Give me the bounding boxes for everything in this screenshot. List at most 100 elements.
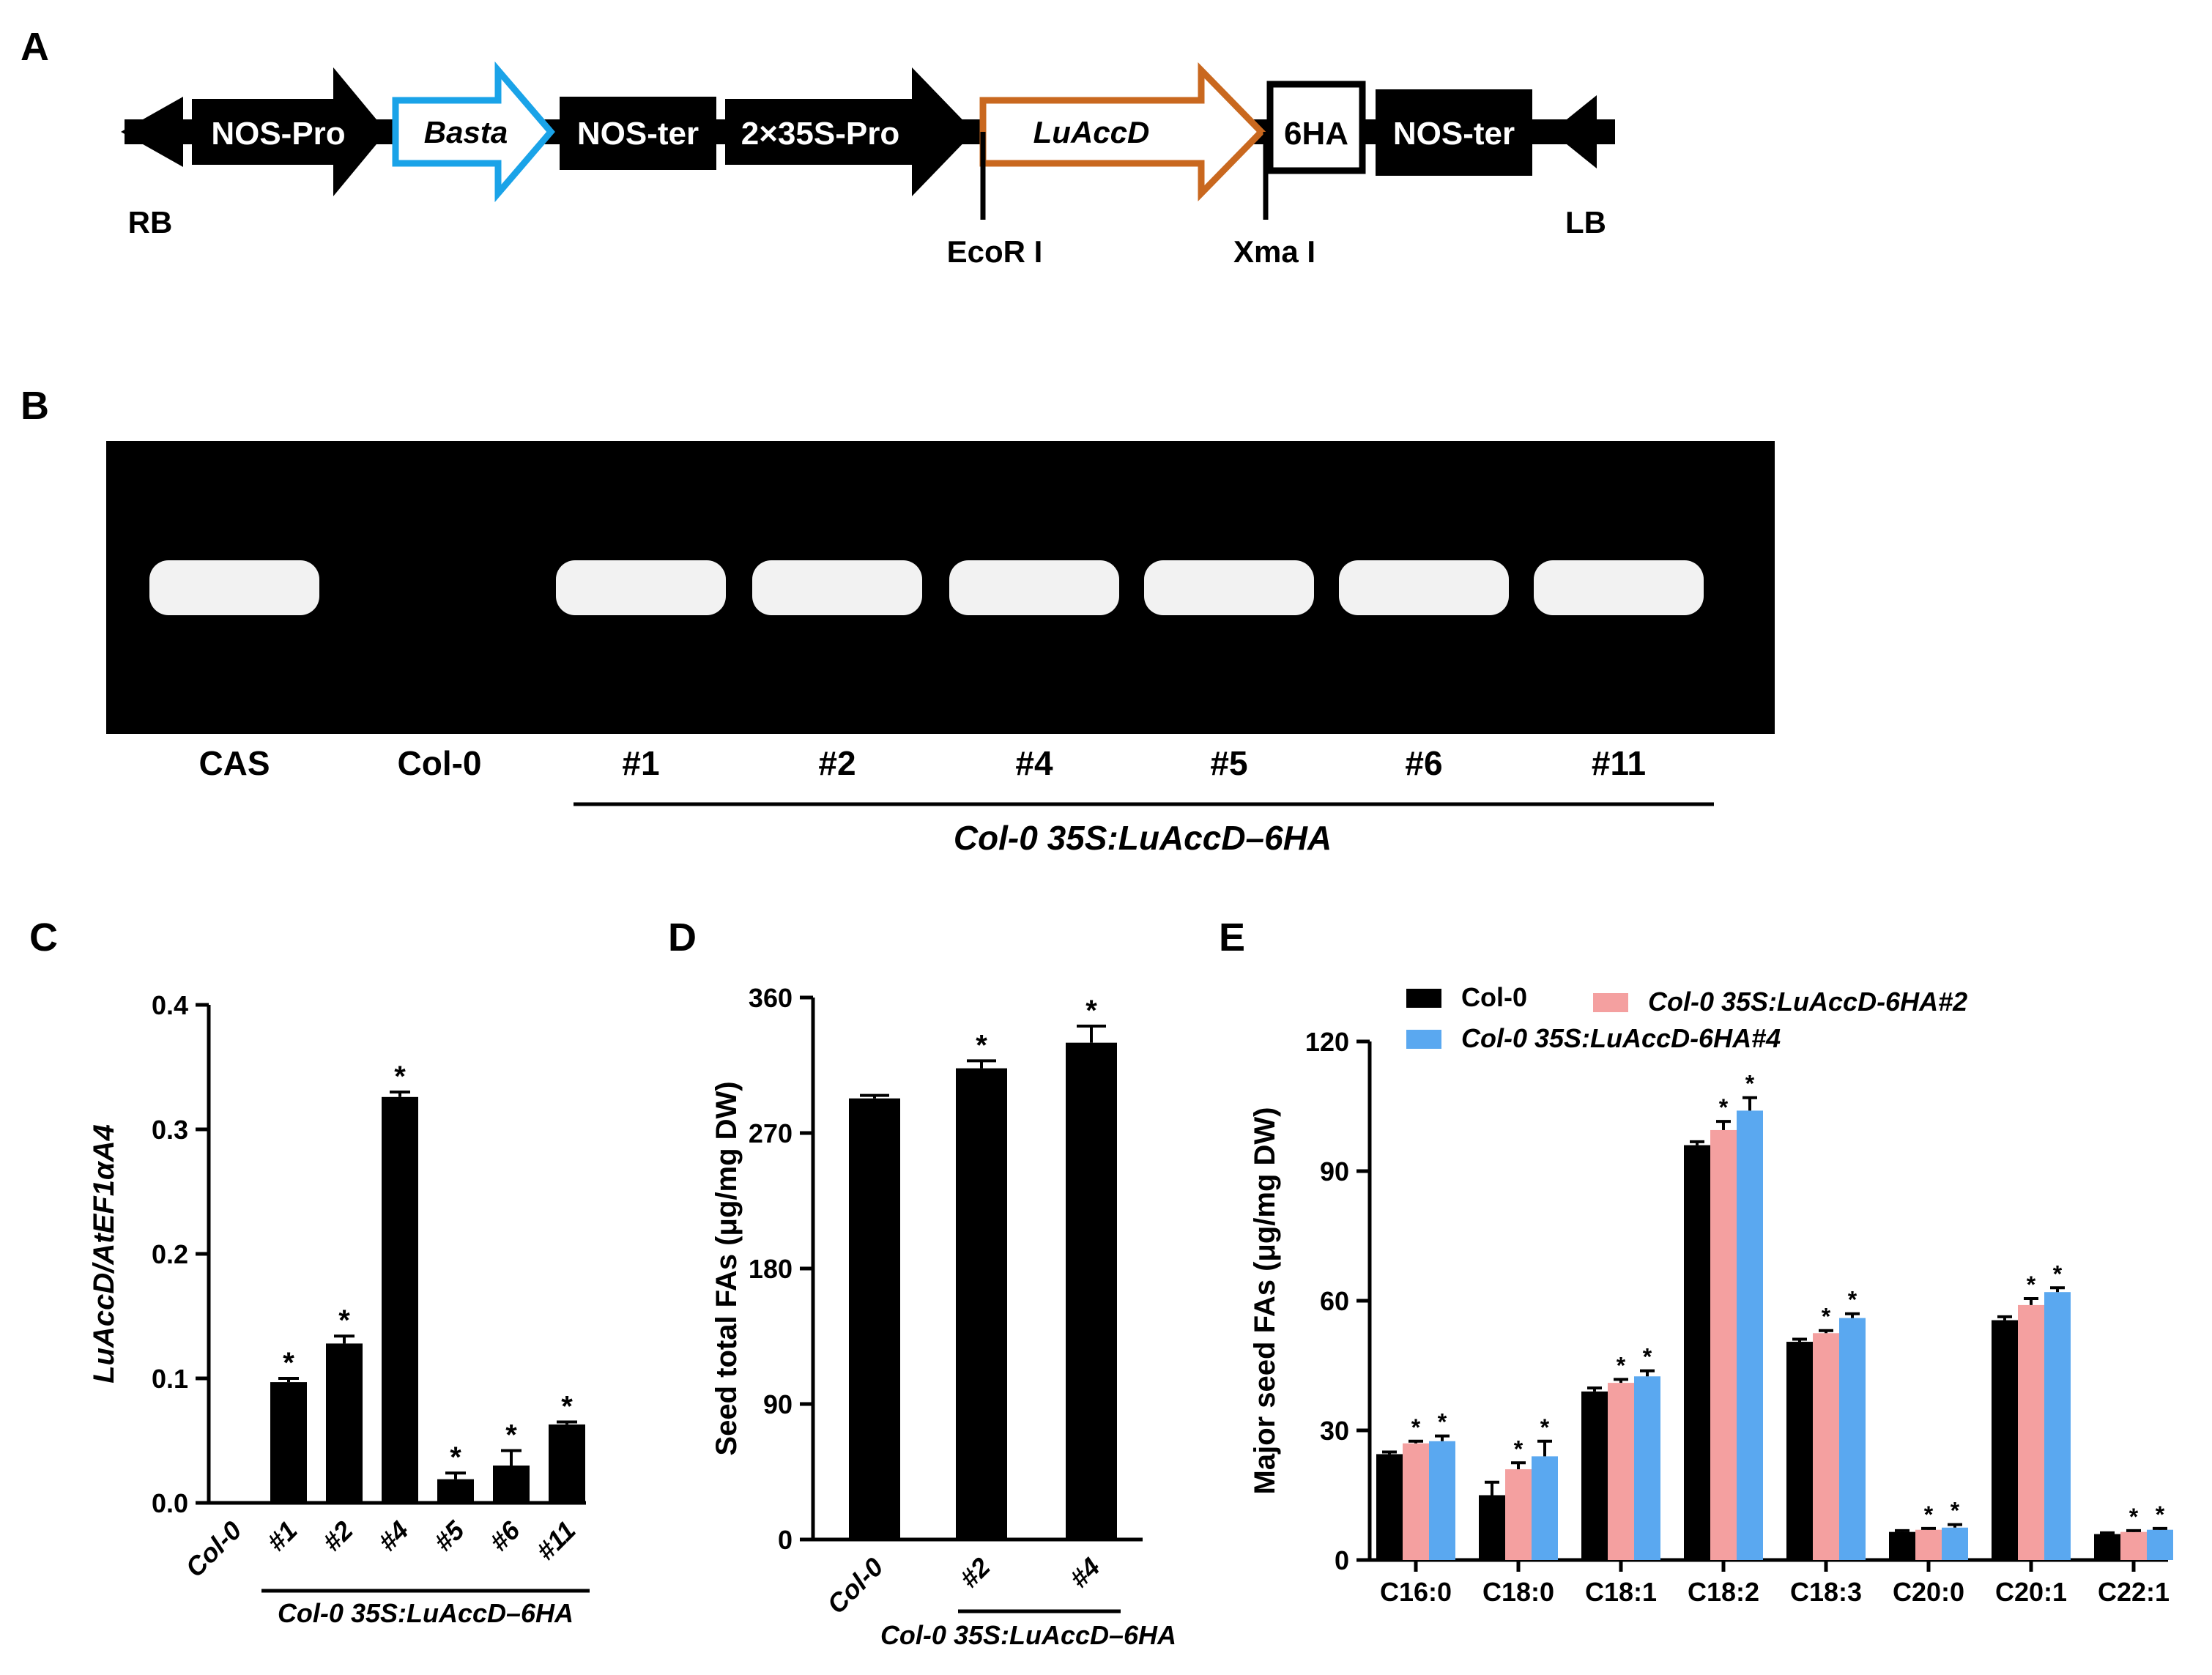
bar [1532,1456,1558,1560]
y-axis-title: Major seed FAs (μg/mg DW) [1249,1107,1281,1495]
x-tick-label: C20:1 [1995,1577,2067,1607]
y-tick-label: 0.0 [152,1488,188,1518]
bar [1813,1333,1839,1560]
group-label: Col-0 35S:LuAccD–6HA [278,1598,574,1628]
legend-swatch [1406,989,1441,1008]
group-label: Col-0 35S:LuAccD–6HA [880,1620,1176,1650]
rb-label: RB [128,205,173,239]
bar [1737,1110,1763,1560]
y-tick-label: 90 [1320,1156,1349,1186]
significance-star: * [1951,1498,1960,1524]
bar [437,1479,474,1503]
significance-star: * [1085,995,1097,1027]
35s-pro-element [725,67,974,196]
y-tick-label: 0.3 [152,1115,188,1145]
significance-star: * [1438,1409,1447,1436]
x-tick-label: C18:0 [1482,1577,1554,1607]
chart-c: 0.0 0.1 0.2 0.3 0.4 Col-0 * #1 * #2 * #4 * #5 * #6 * #11 C… [88,990,590,1628]
chart-d: 0 90 180 270 360 Col-0 * #2 * #4 Col-0 35S:LuAccD–… [710,983,1176,1650]
x-tick-label: #11 [530,1515,582,1567]
y-tick-label: 120 [1305,1027,1349,1057]
y-tick-label: 270 [749,1118,793,1148]
significance-star: * [1643,1344,1652,1370]
significance-star: * [1540,1414,1550,1441]
chart-e: 0 30 60 90 120 C16:0 * * C18:0 * * C18:1 * * C18:2 * * C1… [1249,982,2173,1607]
bar [2147,1529,2173,1560]
gel-band [752,560,922,615]
lb-label: LB [1565,205,1606,239]
x-tick-label: #4 [372,1515,414,1557]
35s-pro-label: 2×35S-Pro [741,116,899,152]
bar [1403,1443,1429,1560]
bar [849,1098,900,1540]
significance-star: * [338,1304,350,1337]
gel-lane-label: #6 [1405,744,1442,782]
bar [1581,1391,1608,1560]
y-axis-title: Seed total FAs (μg/mg DW) [710,1081,743,1455]
gel-band [949,560,1119,615]
bar [382,1096,418,1503]
bar [270,1382,307,1503]
xmai-label: Xma I [1233,234,1315,269]
bar [1684,1145,1710,1560]
x-tick-label: #1 [261,1515,303,1557]
y-tick-label: 0.2 [152,1239,188,1269]
gel-group-label: Col-0 35S:LuAccD–6HA [954,819,1332,857]
bar [1479,1495,1505,1560]
gel-lane-label: CAS [198,744,270,782]
legend-swatch [1593,993,1628,1012]
y-axis-title: LuAccD/AtEF1αA4 [88,1124,120,1384]
gel-band [556,560,726,615]
gel-panel: CAS Col-0 #1 #2 #4 #5 #6 #11 Col-0 35S:LuAccD–6H… [106,441,1775,857]
bar [1376,1454,1403,1560]
significance-star: * [1745,1071,1755,1097]
bar [1634,1376,1660,1560]
gel-lane-label: #1 [622,744,659,782]
basta-element [392,61,555,203]
bar [1505,1469,1532,1560]
y-tick-label: 180 [749,1254,793,1284]
bar [1992,1320,2018,1560]
x-tick-label: #2 [316,1515,358,1557]
significance-star: * [2053,1260,2063,1287]
construct-diagram: NOS-Pro Basta NOS-ter 2×35S-Pro LuAccD 6… [121,61,1615,269]
y-tick-label: 0.4 [152,990,188,1020]
gel-lane-label: Col-0 [398,744,482,782]
6ha-label: 6HA [1284,116,1348,152]
significance-star: * [1514,1436,1523,1462]
luaccd-label: LuAccD [1033,115,1150,149]
x-tick-label: #5 [428,1515,470,1557]
x-tick-label: C18:1 [1585,1577,1657,1607]
y-tick-label: 0 [778,1525,793,1555]
bar [326,1343,363,1503]
gel-band [1534,560,1704,615]
panel-letter-c: C [29,916,58,959]
gel-background [106,441,1775,734]
bar [956,1068,1007,1540]
y-tick-label: 90 [763,1389,793,1419]
panel-letter-d: D [668,916,697,959]
bar [2018,1304,2044,1560]
x-tick-label: C18:2 [1688,1577,1759,1607]
nos-ter-label-2: NOS-ter [1393,116,1515,152]
bar [1066,1042,1117,1540]
bar [1839,1318,1866,1560]
y-tick-label: 0.1 [152,1364,188,1394]
significance-star: * [561,1391,573,1423]
significance-star: * [2156,1501,2165,1528]
gel-lane-label: #2 [818,744,856,782]
gel-lane-label: #5 [1210,744,1247,782]
nos-ter-element-1 [560,97,716,170]
legend-label: Col-0 [1461,982,1527,1012]
panel-letter-a: A [21,25,49,69]
significance-star: * [450,1441,461,1474]
nos-ter-label-1: NOS-ter [577,116,699,152]
x-tick-label: C18:3 [1790,1577,1862,1607]
significance-star: * [1719,1094,1729,1121]
nos-ter-element-2 [1376,89,1532,176]
bar [1786,1342,1813,1560]
x-tick-label: #2 [954,1552,995,1594]
bar [1608,1383,1634,1560]
panel-letter-e: E [1219,916,1245,959]
